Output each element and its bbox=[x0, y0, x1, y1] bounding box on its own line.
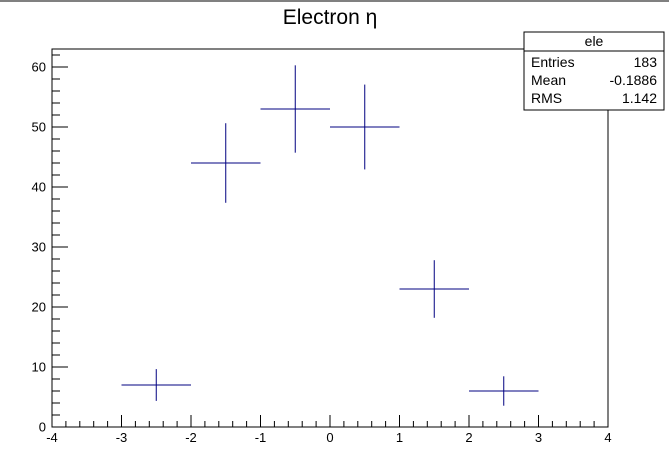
data-point bbox=[191, 123, 261, 203]
stats-box-frame bbox=[523, 31, 665, 111]
data-point bbox=[330, 84, 400, 170]
x-tick-label: 1 bbox=[396, 430, 403, 445]
data-point bbox=[469, 376, 539, 406]
y-tick-label: 30 bbox=[32, 240, 46, 255]
x-tick-label: -1 bbox=[255, 430, 267, 445]
x-tick-label: 0 bbox=[326, 430, 333, 445]
chart-title: Electron η bbox=[283, 6, 378, 29]
y-tick-label: 20 bbox=[32, 300, 46, 315]
x-tick-label: -3 bbox=[116, 430, 128, 445]
x-tick-label: 4 bbox=[604, 430, 611, 445]
stats-rms-value: 1.142 bbox=[622, 90, 657, 106]
stats-rms-label: RMS bbox=[531, 90, 562, 106]
data-point bbox=[121, 369, 191, 401]
data-points bbox=[121, 65, 539, 406]
x-tick-label: 2 bbox=[465, 430, 472, 445]
stats-mean-label: Mean bbox=[531, 72, 566, 88]
y-tick-label: 40 bbox=[32, 180, 46, 195]
y-tick-label: 50 bbox=[32, 120, 46, 135]
data-point bbox=[260, 65, 330, 153]
stats-box-title: ele bbox=[585, 33, 604, 49]
stats-entries-value: 183 bbox=[634, 54, 658, 70]
y-tick-label: 0 bbox=[39, 420, 46, 435]
stats-mean-value: -0.1886 bbox=[610, 72, 658, 88]
x-tick-label: 3 bbox=[535, 430, 542, 445]
data-point bbox=[399, 260, 469, 318]
stats-box: ele Entries 183 Mean -0.1886 RMS 1.142 bbox=[523, 31, 665, 111]
x-tick-label: -4 bbox=[46, 430, 58, 445]
y-tick-label: 10 bbox=[32, 360, 46, 375]
x-tick-label: -2 bbox=[185, 430, 197, 445]
stats-entries-label: Entries bbox=[531, 54, 575, 70]
y-tick-label: 60 bbox=[32, 60, 46, 75]
